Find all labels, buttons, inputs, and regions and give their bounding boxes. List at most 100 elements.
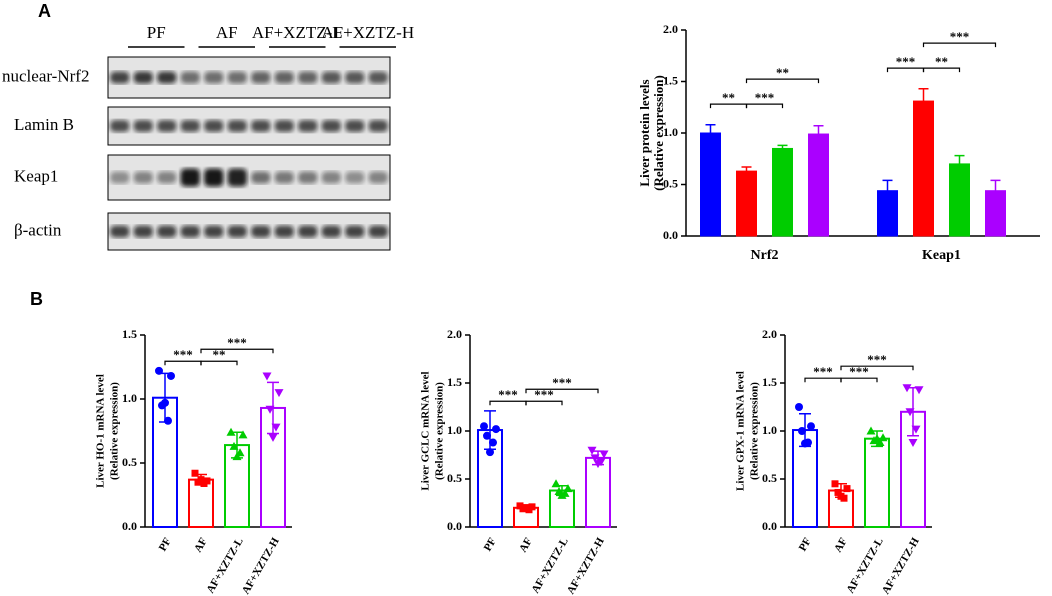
significance-label: **: [776, 65, 789, 80]
error-bar: [882, 179, 893, 191]
data-point: [167, 371, 175, 380]
blot-band: [345, 120, 365, 132]
y-tick-label: 0.0: [122, 519, 137, 533]
data-point: [563, 484, 573, 493]
error-bar: [813, 125, 824, 135]
blot-band: [110, 71, 130, 84]
y-tick-label: 0.0: [447, 519, 462, 533]
significance-bracket: [745, 103, 784, 109]
y-tick-label: 0.5: [762, 471, 777, 485]
blot-band: [321, 171, 341, 184]
data-point: [492, 425, 500, 434]
y-tick-label: 2.0: [447, 327, 462, 341]
blot-band: [180, 71, 200, 84]
x-tick-label: AF+XZTZ-L: [844, 536, 885, 596]
blot-band: [345, 171, 365, 184]
blot-band: [133, 71, 153, 84]
y-tick-label: 0.0: [663, 228, 678, 242]
significance-bracket: [922, 67, 961, 73]
significance-bracket: [200, 360, 238, 366]
blot-band: [251, 225, 271, 238]
blot-band: [368, 71, 388, 84]
panel-label: B: [30, 289, 43, 309]
blot-band: [157, 120, 177, 132]
data-point: [238, 430, 248, 439]
blot-row-label: Lamin B: [14, 115, 74, 134]
significance-bracket: [200, 348, 274, 354]
error-bar: [741, 166, 752, 172]
x-tick-label: AF: [517, 536, 535, 555]
y-axis-label: (Relative expression): [434, 382, 446, 480]
y-axis-label: Liver HO-1 mRNA level: [95, 374, 107, 488]
blot-band: [110, 120, 130, 132]
significance-bracket: [525, 400, 563, 406]
error-bar: [918, 87, 929, 102]
blot-band: [274, 71, 294, 84]
y-tick-label: 1.5: [447, 375, 462, 389]
x-tick-label: AF+XZTZ-H: [880, 535, 922, 596]
data-point: [878, 433, 888, 442]
data-point: [522, 504, 530, 512]
significance-bracket: [840, 377, 878, 383]
y-tick-label: 1.0: [122, 391, 137, 405]
blot-band: [227, 225, 247, 238]
blot-band: [298, 225, 318, 238]
significance-label: ***: [173, 347, 193, 362]
y-axis-label: (Relative expression): [109, 382, 121, 480]
blot-group-label: AF+XZTZ-L: [252, 23, 343, 42]
blot-group-label: PF: [147, 23, 166, 42]
y-axis-label: Liver protein levels: [637, 79, 652, 186]
data-point: [265, 405, 275, 414]
significance-label: ***: [227, 335, 247, 350]
data-point: [843, 485, 851, 493]
y-axis-label: (Relative expression): [651, 75, 666, 191]
blot-band: [227, 120, 247, 132]
error-bar: [990, 179, 1001, 191]
data-point: [914, 386, 924, 395]
bar: [772, 147, 793, 237]
significance-label: ***: [534, 387, 554, 402]
data-point: [599, 450, 609, 459]
blot-band: [368, 120, 388, 132]
data-point: [262, 372, 272, 381]
blot-band: [321, 225, 341, 238]
data-point: [274, 389, 284, 398]
y-tick-label: 2.0: [762, 327, 777, 341]
y-tick-label: 1.5: [122, 327, 137, 341]
blot-band: [227, 71, 247, 84]
x-tick-label: AF+XZTZ-H: [565, 535, 607, 596]
blot-row-label: nuclear-Nrf2: [2, 66, 89, 85]
bar: [700, 132, 721, 237]
blot-band: [204, 120, 224, 132]
blot-band: [157, 171, 177, 184]
data-point: [866, 426, 876, 435]
data-point: [557, 490, 567, 499]
blot-box: [107, 56, 391, 99]
data-point: [200, 479, 208, 487]
significance-label: ***: [849, 364, 869, 379]
blot-band: [180, 168, 200, 187]
blot-band: [157, 71, 177, 84]
significance-label: ***: [552, 375, 572, 390]
data-point: [480, 422, 488, 431]
data-point: [795, 403, 803, 411]
data-point: [483, 431, 491, 440]
bar: [808, 133, 829, 237]
bar: [864, 437, 890, 528]
y-axis-label: Liver GPX-1 mRNA level: [735, 371, 747, 491]
data-point: [801, 439, 809, 448]
y-tick-label: 1.5: [762, 375, 777, 389]
data-point: [590, 454, 600, 463]
blot-band: [298, 71, 318, 84]
y-axis-label: Liver GCLC mRNA level: [420, 371, 432, 490]
blot-band: [180, 120, 200, 132]
x-tick-label: AF+XZTZ-L: [204, 536, 245, 596]
y-tick-label: 0.0: [762, 519, 777, 533]
data-point: [807, 422, 815, 431]
blot-band: [274, 171, 294, 184]
data-point: [489, 438, 497, 447]
blot-band: [133, 225, 153, 238]
blot-band: [133, 120, 153, 132]
significance-label: ***: [813, 364, 833, 379]
